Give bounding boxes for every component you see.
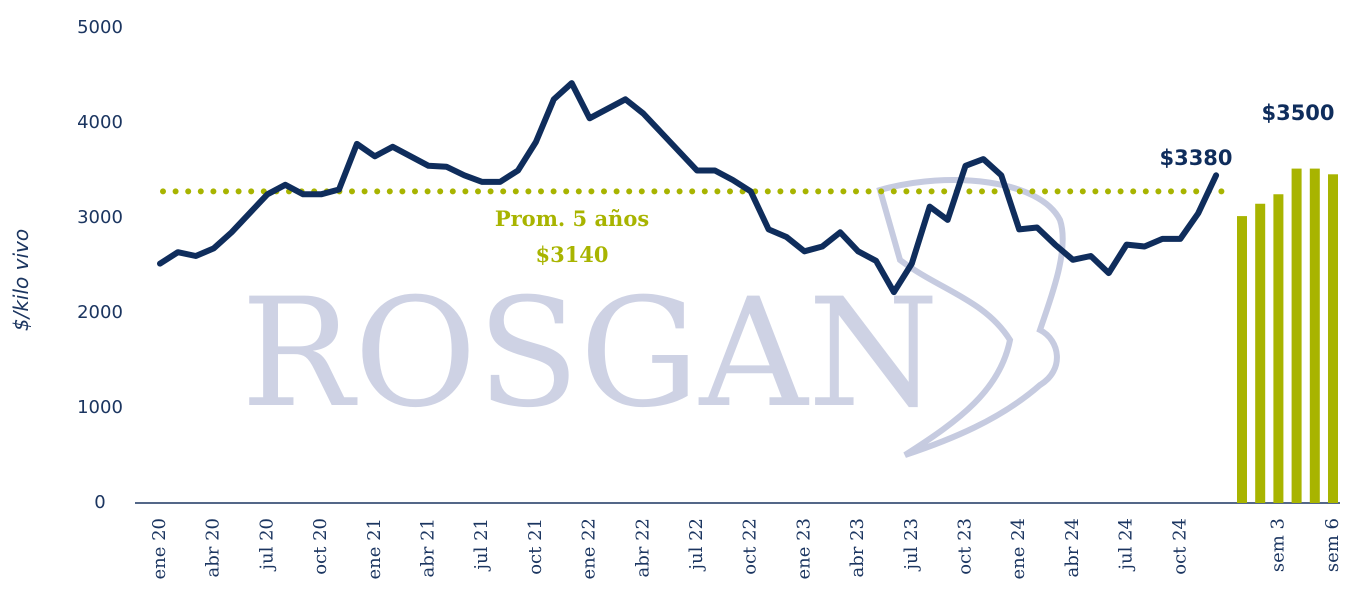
x-tick-label: abr 22 bbox=[632, 518, 653, 577]
bar bbox=[1309, 168, 1320, 503]
line bbox=[157, 80, 1220, 296]
x-tick-label: jul 24 bbox=[1116, 518, 1137, 572]
y-tick-label: 4000 bbox=[77, 112, 123, 133]
x-tick-label: jul 21 bbox=[471, 518, 492, 572]
y-axis-label: $/kilo vivo bbox=[9, 229, 33, 331]
x-tick-label: ene 22 bbox=[579, 518, 600, 580]
bar bbox=[1273, 194, 1284, 503]
average-value-label: $3140 bbox=[535, 242, 608, 267]
x-tick-label: jul 20 bbox=[256, 518, 277, 572]
x-tick-label: sem 3 bbox=[1267, 518, 1288, 572]
y-tick-label: 0 bbox=[94, 492, 105, 513]
x-tick-label: ene 21 bbox=[364, 518, 385, 580]
x-tick-label: ene 24 bbox=[1008, 518, 1029, 580]
x-tick-label: abr 21 bbox=[418, 518, 439, 577]
x-tick-label: oct 24 bbox=[1169, 518, 1190, 575]
bar bbox=[1328, 174, 1338, 504]
x-tick-label: oct 21 bbox=[525, 518, 546, 575]
x-tick-label: oct 20 bbox=[310, 518, 331, 575]
end-label: $3380 bbox=[1159, 146, 1232, 170]
top-label: $3500 bbox=[1261, 101, 1334, 125]
average-label: Prom. 5 años bbox=[495, 206, 649, 231]
bar bbox=[1255, 203, 1266, 503]
x-tick-label: jul 23 bbox=[901, 518, 922, 572]
y-tick-label: 5000 bbox=[77, 17, 123, 38]
x-tick-label: ene 23 bbox=[793, 518, 814, 580]
watermark-cow bbox=[876, 177, 1066, 458]
x-tick-label: ene 20 bbox=[149, 518, 170, 580]
x-tick-label: sem 6 bbox=[1322, 518, 1343, 572]
bar bbox=[1291, 168, 1302, 503]
bar bbox=[1237, 216, 1247, 503]
x-tick-label: abr 23 bbox=[847, 518, 868, 577]
watermark: ROSGAN bbox=[241, 267, 939, 441]
x-tick-label: jul 22 bbox=[686, 518, 707, 572]
y-tick-label: 1000 bbox=[77, 397, 123, 418]
y-tick-label: 2000 bbox=[77, 302, 123, 323]
x-tick-label: oct 23 bbox=[955, 518, 976, 575]
x-tick-label: abr 20 bbox=[203, 518, 224, 577]
x-tick-label: abr 24 bbox=[1062, 518, 1083, 577]
y-tick-label: 3000 bbox=[77, 207, 123, 228]
x-tick-label: oct 22 bbox=[740, 518, 761, 575]
